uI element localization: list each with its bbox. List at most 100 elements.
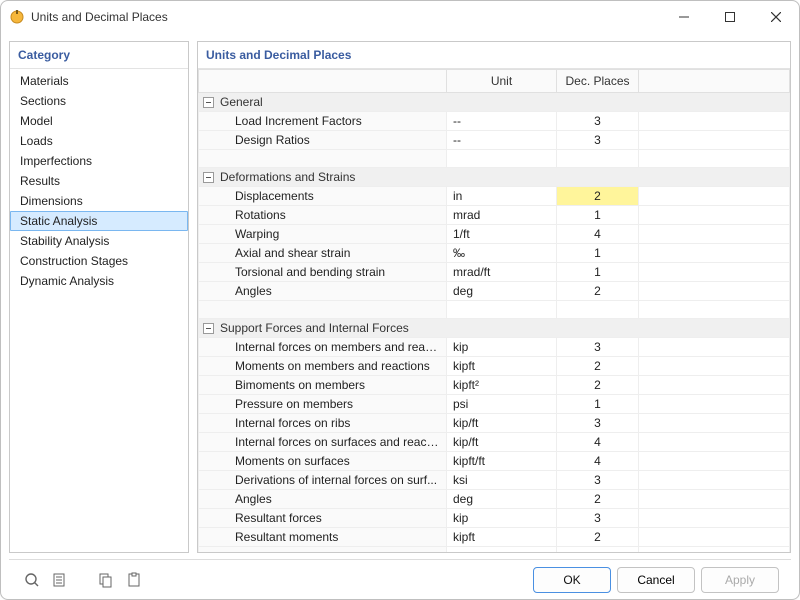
row-dec-places[interactable]: 3: [557, 414, 639, 433]
row-unit[interactable]: 1/ft: [447, 225, 557, 244]
ok-button[interactable]: OK: [533, 567, 611, 593]
row-unit[interactable]: kipft: [447, 528, 557, 547]
category-item[interactable]: Construction Stages: [10, 251, 188, 271]
collapse-icon[interactable]: [203, 323, 214, 334]
minimize-button[interactable]: [661, 1, 707, 33]
row-dec-places[interactable]: 4: [557, 452, 639, 471]
table-row[interactable]: Axial and shear strain‰1: [199, 244, 790, 263]
category-item[interactable]: Static Analysis: [10, 211, 188, 231]
row-spacer: [639, 206, 790, 225]
row-unit[interactable]: psi: [447, 395, 557, 414]
apply-button[interactable]: Apply: [701, 567, 779, 593]
row-dec-places[interactable]: 1: [557, 263, 639, 282]
row-unit[interactable]: deg: [447, 282, 557, 301]
row-unit[interactable]: in: [447, 187, 557, 206]
group-title: Deformations and Strains: [220, 170, 355, 184]
row-dec-places[interactable]: 2: [557, 528, 639, 547]
table-row[interactable]: Resultant momentskipft2: [199, 528, 790, 547]
table-row[interactable]: Internal forces on members and reacti...…: [199, 338, 790, 357]
help-icon[interactable]: [21, 569, 43, 591]
row-spacer: [639, 452, 790, 471]
category-item[interactable]: Loads: [10, 131, 188, 151]
row-dec-places[interactable]: 2: [557, 357, 639, 376]
table-spacer-row: [199, 150, 790, 168]
table-row[interactable]: Warping1/ft4: [199, 225, 790, 244]
maximize-button[interactable]: [707, 1, 753, 33]
row-name: Load Increment Factors: [199, 112, 447, 131]
category-item[interactable]: Model: [10, 111, 188, 131]
category-item[interactable]: Materials: [10, 71, 188, 91]
row-dec-places[interactable]: 2: [557, 187, 639, 206]
table-row[interactable]: Resultant forceskip3: [199, 509, 790, 528]
row-spacer: [639, 338, 790, 357]
row-unit[interactable]: --: [447, 131, 557, 150]
table-row[interactable]: Design Ratios--3: [199, 131, 790, 150]
table-row[interactable]: Load Increment Factors--3: [199, 112, 790, 131]
table-row[interactable]: Pressure on memberspsi1: [199, 395, 790, 414]
row-unit[interactable]: kipft/ft: [447, 452, 557, 471]
row-dec-places[interactable]: 1: [557, 244, 639, 263]
row-unit[interactable]: kip: [447, 338, 557, 357]
table-row[interactable]: Internal forces on surfaces and reacti..…: [199, 433, 790, 452]
col-header-name[interactable]: [199, 70, 447, 93]
row-unit[interactable]: kipft²: [447, 376, 557, 395]
row-spacer: [639, 225, 790, 244]
row-unit[interactable]: ‰: [447, 244, 557, 263]
category-item[interactable]: Sections: [10, 91, 188, 111]
row-unit[interactable]: kip/ft: [447, 433, 557, 452]
row-unit[interactable]: kipft: [447, 357, 557, 376]
row-dec-places[interactable]: 2: [557, 376, 639, 395]
category-item[interactable]: Imperfections: [10, 151, 188, 171]
paste-icon[interactable]: [123, 569, 145, 591]
row-dec-places[interactable]: 2: [557, 490, 639, 509]
category-item[interactable]: Results: [10, 171, 188, 191]
table-row[interactable]: Anglesdeg2: [199, 490, 790, 509]
table-row[interactable]: Displacementsin2: [199, 187, 790, 206]
row-spacer: [639, 244, 790, 263]
row-dec-places[interactable]: 1: [557, 395, 639, 414]
table-row[interactable]: Anglesdeg2: [199, 282, 790, 301]
row-dec-places[interactable]: 4: [557, 433, 639, 452]
row-dec-places[interactable]: 3: [557, 471, 639, 490]
cancel-button[interactable]: Cancel: [617, 567, 695, 593]
collapse-icon[interactable]: [203, 172, 214, 183]
list-icon[interactable]: [49, 569, 71, 591]
table-row[interactable]: Rotationsmrad1: [199, 206, 790, 225]
window-controls: [661, 1, 799, 33]
row-unit[interactable]: kip: [447, 509, 557, 528]
row-dec-places[interactable]: 3: [557, 131, 639, 150]
grid-scroll[interactable]: Unit Dec. Places GeneralLoad Increment F…: [198, 69, 790, 552]
table-row[interactable]: Bimoments on memberskipft²2: [199, 376, 790, 395]
row-unit[interactable]: mrad: [447, 206, 557, 225]
category-item[interactable]: Dimensions: [10, 191, 188, 211]
category-item[interactable]: Stability Analysis: [10, 231, 188, 251]
row-unit[interactable]: mrad/ft: [447, 263, 557, 282]
col-header-unit[interactable]: Unit: [447, 70, 557, 93]
collapse-icon[interactable]: [203, 97, 214, 108]
row-dec-places[interactable]: 3: [557, 509, 639, 528]
table-row[interactable]: Moments on surfaceskipft/ft4: [199, 452, 790, 471]
row-unit[interactable]: --: [447, 112, 557, 131]
table-row[interactable]: Moments on members and reactionskipft2: [199, 357, 790, 376]
col-header-dec[interactable]: Dec. Places: [557, 70, 639, 93]
copy-icon[interactable]: [95, 569, 117, 591]
table-group-row[interactable]: Deformations and Strains: [199, 168, 790, 187]
table-group-row[interactable]: Support Forces and Internal Forces: [199, 319, 790, 338]
row-dec-places[interactable]: 2: [557, 282, 639, 301]
table-row[interactable]: Torsional and bending strainmrad/ft1: [199, 263, 790, 282]
row-spacer: [639, 509, 790, 528]
row-spacer: [639, 282, 790, 301]
category-item[interactable]: Dynamic Analysis: [10, 271, 188, 291]
row-dec-places[interactable]: 1: [557, 206, 639, 225]
table-group-row[interactable]: General: [199, 93, 790, 112]
row-unit[interactable]: kip/ft: [447, 414, 557, 433]
close-button[interactable]: [753, 1, 799, 33]
row-unit[interactable]: deg: [447, 490, 557, 509]
row-dec-places[interactable]: 3: [557, 112, 639, 131]
table-row[interactable]: Internal forces on ribskip/ft3: [199, 414, 790, 433]
row-dec-places[interactable]: 3: [557, 338, 639, 357]
row-dec-places[interactable]: 4: [557, 225, 639, 244]
row-unit[interactable]: ksi: [447, 471, 557, 490]
table-row[interactable]: Derivations of internal forces on surf..…: [199, 471, 790, 490]
dialog-window: Units and Decimal Places Category Materi…: [0, 0, 800, 600]
